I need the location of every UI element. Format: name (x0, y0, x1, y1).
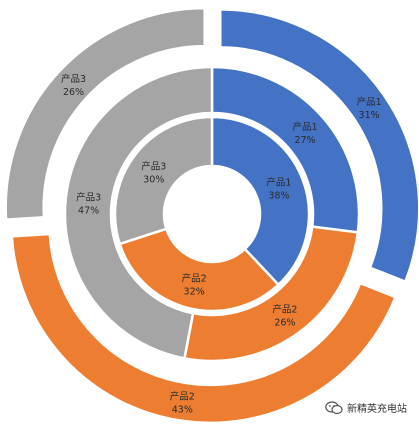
slice-category-label: 产品1 (266, 177, 291, 189)
wechat-icon (325, 400, 343, 414)
slice-percent-label: 43% (172, 405, 193, 416)
middle-ring-slice-3 (63, 65, 214, 360)
slice-category-label: 产品2 (272, 303, 297, 315)
slice-percent-label: 47% (78, 205, 99, 216)
chart-labels: 产品1 38%产品2 32%产品3 30%产品1 27%产品2 26%产品3 47%产品1 3… (61, 73, 382, 416)
inner-ring-slice-1 (210, 115, 311, 287)
slice-category-label: 产品3 (76, 191, 101, 203)
outer-ring-slice-2 (10, 232, 398, 425)
inner-ring-label-1: 产品1 38% (266, 177, 291, 202)
slice-percent-label: 26% (274, 317, 295, 328)
slice-category-label: 产品2 (170, 391, 195, 403)
outer-ring-label-2: 产品2 43% (170, 391, 195, 416)
chart-slices (4, 6, 419, 425)
slice-category-label: 产品1 (357, 96, 382, 108)
slice-percent-label: 31% (359, 110, 380, 121)
slice-percent-label: 30% (143, 175, 164, 186)
middle-ring-label-2: 产品2 26% (272, 303, 297, 328)
inner-ring-label-2: 产品2 32% (182, 273, 207, 298)
slice-category-label: 产品1 (292, 121, 317, 133)
watermark-text: 新精英充电站 (347, 404, 407, 415)
outer-ring-slice-3 (4, 6, 206, 221)
slice-percent-label: 27% (294, 135, 315, 146)
middle-ring-label-1: 产品1 27% (292, 121, 317, 146)
slice-percent-label: 38% (268, 191, 289, 202)
inner-ring-label-3: 产品3 30% (141, 161, 166, 186)
watermark: 新精英充电站 (325, 400, 407, 415)
slice-category-label: 产品2 (182, 273, 207, 285)
outer-ring-slice-1 (219, 8, 419, 284)
slice-category-label: 产品3 (141, 161, 166, 173)
inner-ring-slice-2 (118, 227, 281, 313)
outer-ring-label-3: 产品3 26% (61, 73, 86, 98)
slice-percent-label: 32% (184, 287, 205, 298)
slice-category-label: 产品3 (61, 73, 86, 85)
middle-ring-label-3: 产品3 47% (76, 191, 101, 216)
slice-percent-label: 26% (63, 87, 84, 98)
inner-ring-slice-3 (113, 115, 214, 246)
outer-ring-label-1: 产品1 31% (357, 96, 382, 121)
